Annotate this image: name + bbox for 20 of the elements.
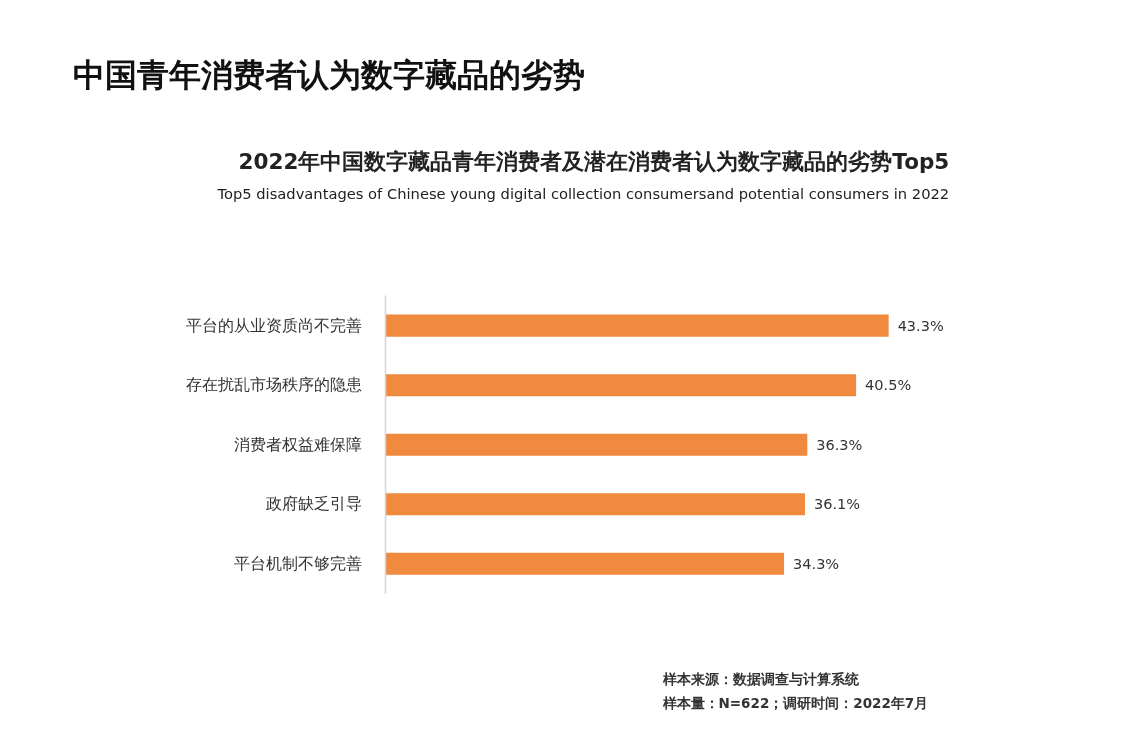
bar [385,374,857,397]
bar [385,433,808,456]
bar [385,493,805,516]
y-tick-label: 存在扰乱市场秩序的隐患 [185,376,362,395]
y-tick-label: 政府缺乏引导 [265,495,362,514]
text: 样本量：N=622；调研时间：2022年7月 [661,694,929,711]
text: 样本来源：数据调查与计算系统 [661,670,860,687]
chart-title: 中国青年消费者认为数字藏品的劣势 [72,55,585,94]
chart-subtitle: 2022年中国数字藏品青年消费者及潜在消费者认为数字藏品的劣势Top5 [238,148,950,174]
data-label: 43.3% [897,317,944,334]
y-tick-label: 平台机制不够完善 [233,554,362,573]
text: Top5 disadvantages of Chinese young digital collection consumersand potential consumers in 2022 [216,184,950,202]
bar [385,314,889,337]
data-label: 34.3% [793,555,840,572]
y-tick-label: 平台的从业资质尚不完善 [185,316,362,335]
data-label: 36.3% [816,436,863,453]
bar [385,552,785,575]
y-tick-label: 消费者权益难保障 [233,435,362,454]
data-label: 36.1% [813,496,861,513]
data-label: 40.5% [865,377,912,394]
